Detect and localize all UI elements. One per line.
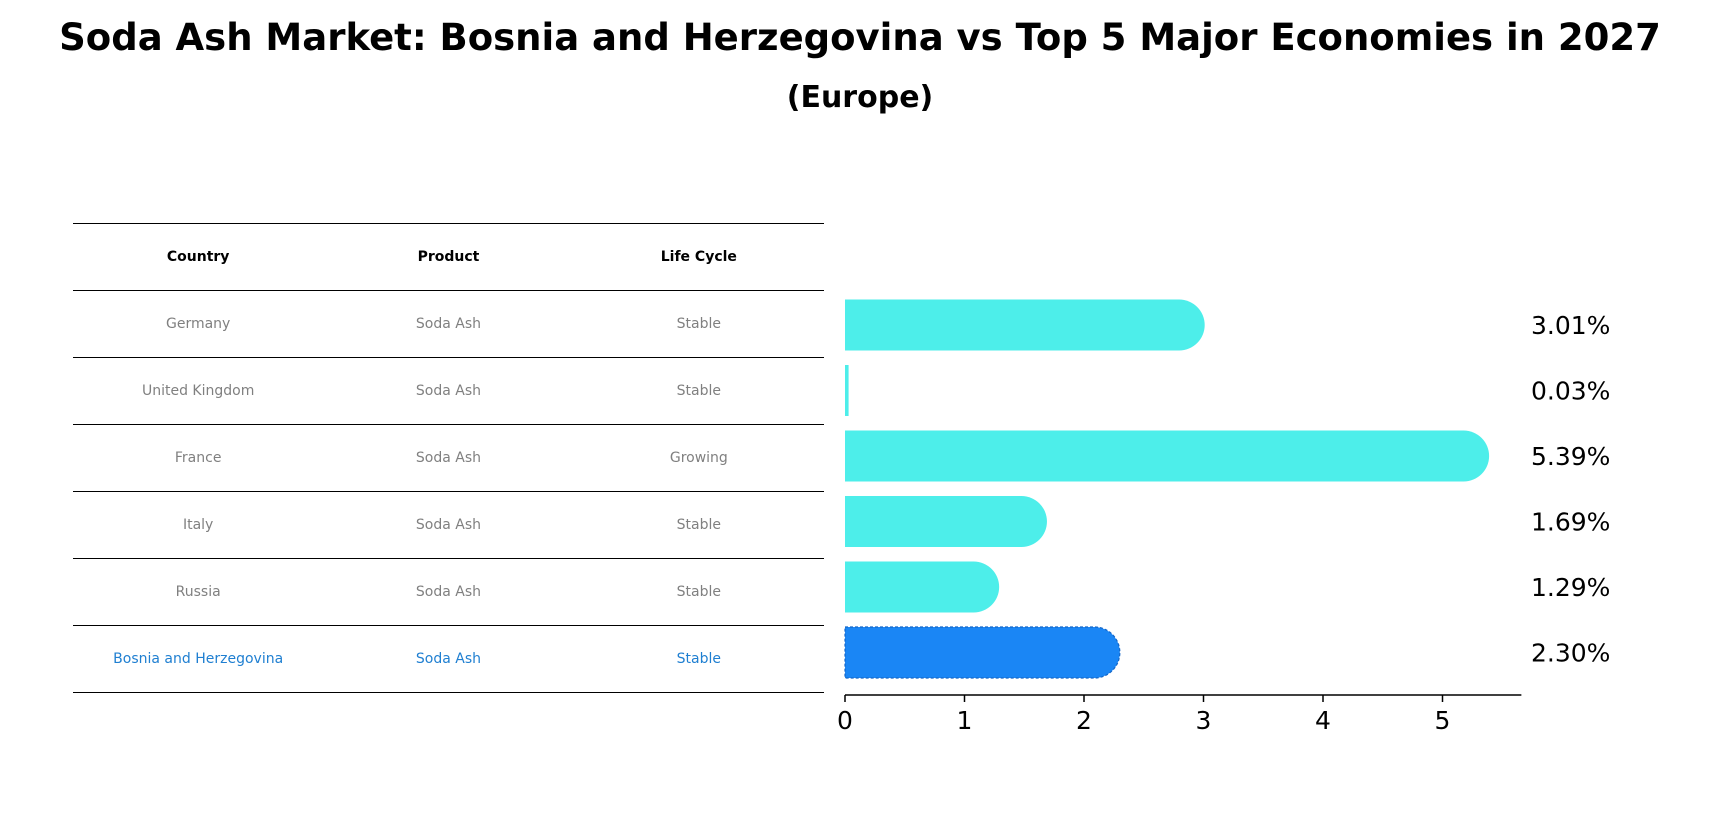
cell-country: Germany — [73, 290, 324, 358]
chart-title: Soda Ash Market: Bosnia and Herzegovina … — [59, 16, 1661, 59]
cell-life-cycle: Stable — [573, 491, 824, 559]
table-row: Bosnia and Herzegovina Soda Ash Stable — [73, 625, 824, 693]
cell-country: United Kingdom — [73, 357, 324, 425]
bar-united-kingdom — [845, 365, 849, 416]
cell-product: Soda Ash — [323, 491, 574, 559]
bar-russia — [845, 561, 1000, 613]
country-table: Country Product Life Cycle Germany Soda … — [73, 223, 824, 693]
cell-life-cycle: Stable — [573, 357, 824, 425]
bar-value-label: 5.39% — [1531, 442, 1610, 471]
cell-product: Soda Ash — [323, 357, 574, 425]
bar-value-label: 2.30% — [1531, 639, 1610, 668]
header-product: Product — [323, 223, 574, 291]
bar-value-label: 1.69% — [1531, 508, 1610, 537]
bar-bosnia-and-herzegovina — [844, 626, 1121, 679]
bar-france — [845, 430, 1490, 482]
cell-life-cycle: Stable — [573, 625, 824, 693]
bar-value-label: 1.29% — [1531, 573, 1610, 602]
bar-value-label: 0.03% — [1531, 377, 1610, 406]
table-row: Germany Soda Ash Stable — [73, 290, 824, 358]
header-country: Country — [73, 223, 324, 291]
cell-product: Soda Ash — [323, 424, 574, 492]
table-row: United Kingdom Soda Ash Stable — [73, 357, 824, 425]
x-tick-label: 5 — [1435, 706, 1451, 735]
x-tick-label: 0 — [837, 706, 853, 735]
cell-product: Soda Ash — [323, 625, 574, 693]
cell-life-cycle: Stable — [573, 290, 824, 358]
table-header-row: Country Product Life Cycle — [73, 223, 824, 291]
cell-product: Soda Ash — [323, 558, 574, 626]
cell-life-cycle: Stable — [573, 558, 824, 626]
x-tick-label: 2 — [1076, 706, 1092, 735]
x-tick-label: 3 — [1196, 706, 1212, 735]
cell-country: Italy — [73, 491, 324, 559]
bar-value-label: 3.01% — [1531, 311, 1610, 340]
bar-italy — [845, 496, 1047, 547]
x-tick-label: 1 — [957, 706, 973, 735]
table-row: Italy Soda Ash Stable — [73, 491, 824, 559]
cell-product: Soda Ash — [323, 290, 574, 358]
table-row: France Soda Ash Growing — [73, 424, 824, 492]
header-life-cycle: Life Cycle — [573, 223, 824, 291]
cell-country: Russia — [73, 558, 324, 626]
table-row: Russia Soda Ash Stable — [73, 558, 824, 626]
cell-life-cycle: Growing — [573, 424, 824, 492]
x-tick-label: 4 — [1315, 706, 1331, 735]
cell-country: France — [73, 424, 324, 492]
cell-country: Bosnia and Herzegovina — [73, 625, 324, 693]
bar-germany — [845, 299, 1205, 351]
chart-subtitle: (Europe) — [786, 80, 934, 115]
